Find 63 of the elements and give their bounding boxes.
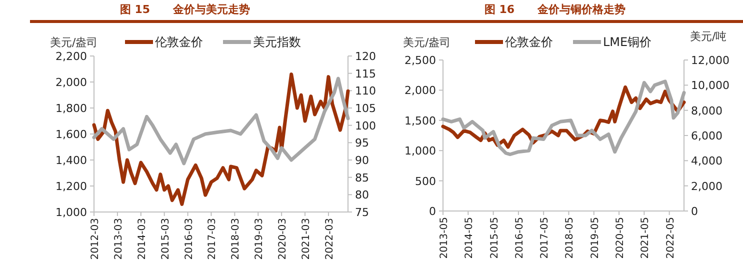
chart-title: 图 15 金价与美元走势 xyxy=(120,3,250,16)
x-tick-label: 2022-05 xyxy=(665,217,676,259)
y-tick-label: 2,500 xyxy=(404,54,436,67)
y-tick-label: 2,000 xyxy=(404,84,436,98)
line-series xyxy=(92,72,350,206)
y2-tick-label: 8,000 xyxy=(691,104,722,118)
y-tick-label: 1,200 xyxy=(56,180,87,193)
x-tick-label: 2013-05 xyxy=(439,217,450,259)
y-axis-title: 美元/盎司 xyxy=(403,36,451,49)
y2-tick-label: 110 xyxy=(355,84,376,98)
y2-tick-label: 100 xyxy=(355,119,376,132)
x-tick-label: 2016-03 xyxy=(184,218,195,260)
y-tick-label: 1,800 xyxy=(56,102,87,115)
y2-tick-label: 120 xyxy=(355,50,376,63)
y-tick-label: 1,600 xyxy=(56,128,87,141)
legend-label: 美元指数 xyxy=(253,35,301,49)
y-tick-label: 1,000 xyxy=(56,206,87,219)
y-tick-label: 1,500 xyxy=(404,114,436,128)
y-tick-label: 0 xyxy=(429,205,436,218)
y-tick-label: 500 xyxy=(415,174,436,188)
x-tick-label: 2014-03 xyxy=(136,218,148,260)
x-tick-label: 2017-05 xyxy=(540,217,551,259)
line-series xyxy=(441,80,686,156)
legend-label: 伦敦金价 xyxy=(505,35,553,49)
x-tick-label: 2018-05 xyxy=(564,217,576,259)
y2-tick-label: 85 xyxy=(355,171,369,184)
y2-axis-title: 美元/吨 xyxy=(690,30,727,43)
y2-tick-label: 0 xyxy=(691,205,698,218)
y-tick-label: 1,400 xyxy=(56,154,87,167)
x-tick-label: 2013-03 xyxy=(113,218,124,260)
line-series xyxy=(92,76,350,166)
x-tick-label: 2012-03 xyxy=(90,218,101,260)
chart-title: 图 16 金价与铜价格走势 xyxy=(484,3,626,16)
y2-tick-label: 90 xyxy=(355,154,369,167)
y2-tick-label: 4,000 xyxy=(691,154,722,168)
y-axis-title: 美元/盎司 xyxy=(50,36,98,49)
y-tick-label: 2,000 xyxy=(56,76,87,89)
x-tick-label: 2021-03 xyxy=(301,218,312,260)
x-tick-label: 2014-05 xyxy=(464,217,476,259)
x-tick-label: 2016-05 xyxy=(514,217,526,259)
y2-tick-label: 75 xyxy=(355,206,369,219)
legend-label: 伦敦金价 xyxy=(155,35,203,49)
x-tick-label: 2019-03 xyxy=(254,218,266,260)
y2-tick-label: 115 xyxy=(355,67,376,80)
x-tick-label: 2015-03 xyxy=(160,218,172,260)
y2-tick-label: 2,000 xyxy=(691,180,722,193)
legend-label: LME铜价 xyxy=(603,35,652,49)
x-tick-label: 2017-03 xyxy=(207,218,218,260)
y2-tick-label: 80 xyxy=(355,188,369,202)
x-tick-label: 2020-03 xyxy=(278,218,289,260)
y2-tick-label: 6,000 xyxy=(691,130,722,142)
y2-tick-label: 95 xyxy=(355,136,369,150)
y-tick-label: 2,200 xyxy=(56,50,87,63)
y-tick-label: 1,000 xyxy=(404,144,436,158)
y2-tick-label: 10,000 xyxy=(691,79,730,92)
x-tick-label: 2018-03 xyxy=(230,218,242,260)
y2-tick-label: 12,000 xyxy=(691,54,730,67)
x-tick-label: 2015-05 xyxy=(489,217,500,259)
x-tick-label: 2022-03 xyxy=(324,218,336,260)
x-tick-label: 2020-05 xyxy=(615,217,626,259)
y2-tick-label: 105 xyxy=(355,102,376,115)
x-tick-label: 2019-05 xyxy=(590,217,601,259)
x-tick-label: 2021-05 xyxy=(640,217,652,259)
